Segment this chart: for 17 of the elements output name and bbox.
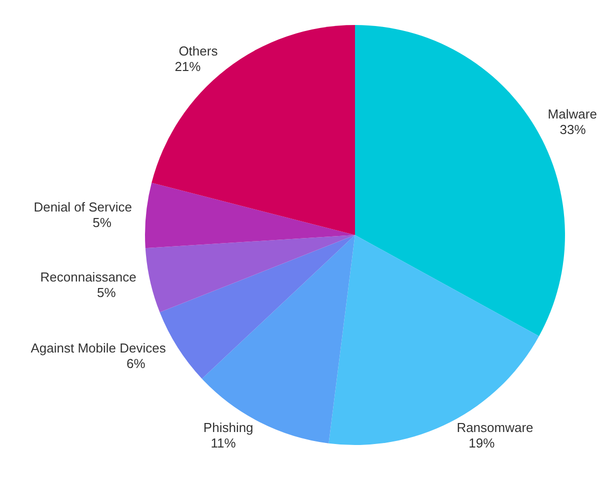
data-label: 5% (96, 284, 116, 300)
pie-slice (152, 25, 355, 235)
slice-label: Ransomware (456, 420, 534, 435)
slice-label: Reconnaissance (40, 269, 136, 284)
data-label: 33% (560, 122, 586, 137)
data-label: 19% (468, 436, 496, 451)
data-label: 11% (210, 436, 236, 451)
pie-slice (145, 182, 355, 248)
data-label: 5% (92, 214, 112, 230)
data-label: 6% (126, 356, 146, 372)
slice-label: Phishing (203, 420, 254, 435)
slice-label: Denial of Service (34, 199, 132, 214)
data-label: 21% (174, 59, 202, 74)
slice-label: Against Mobile Devices (30, 340, 166, 356)
slice-label: Malware (548, 106, 597, 122)
pie-slice (145, 235, 355, 312)
slice-label: Others (178, 43, 218, 58)
